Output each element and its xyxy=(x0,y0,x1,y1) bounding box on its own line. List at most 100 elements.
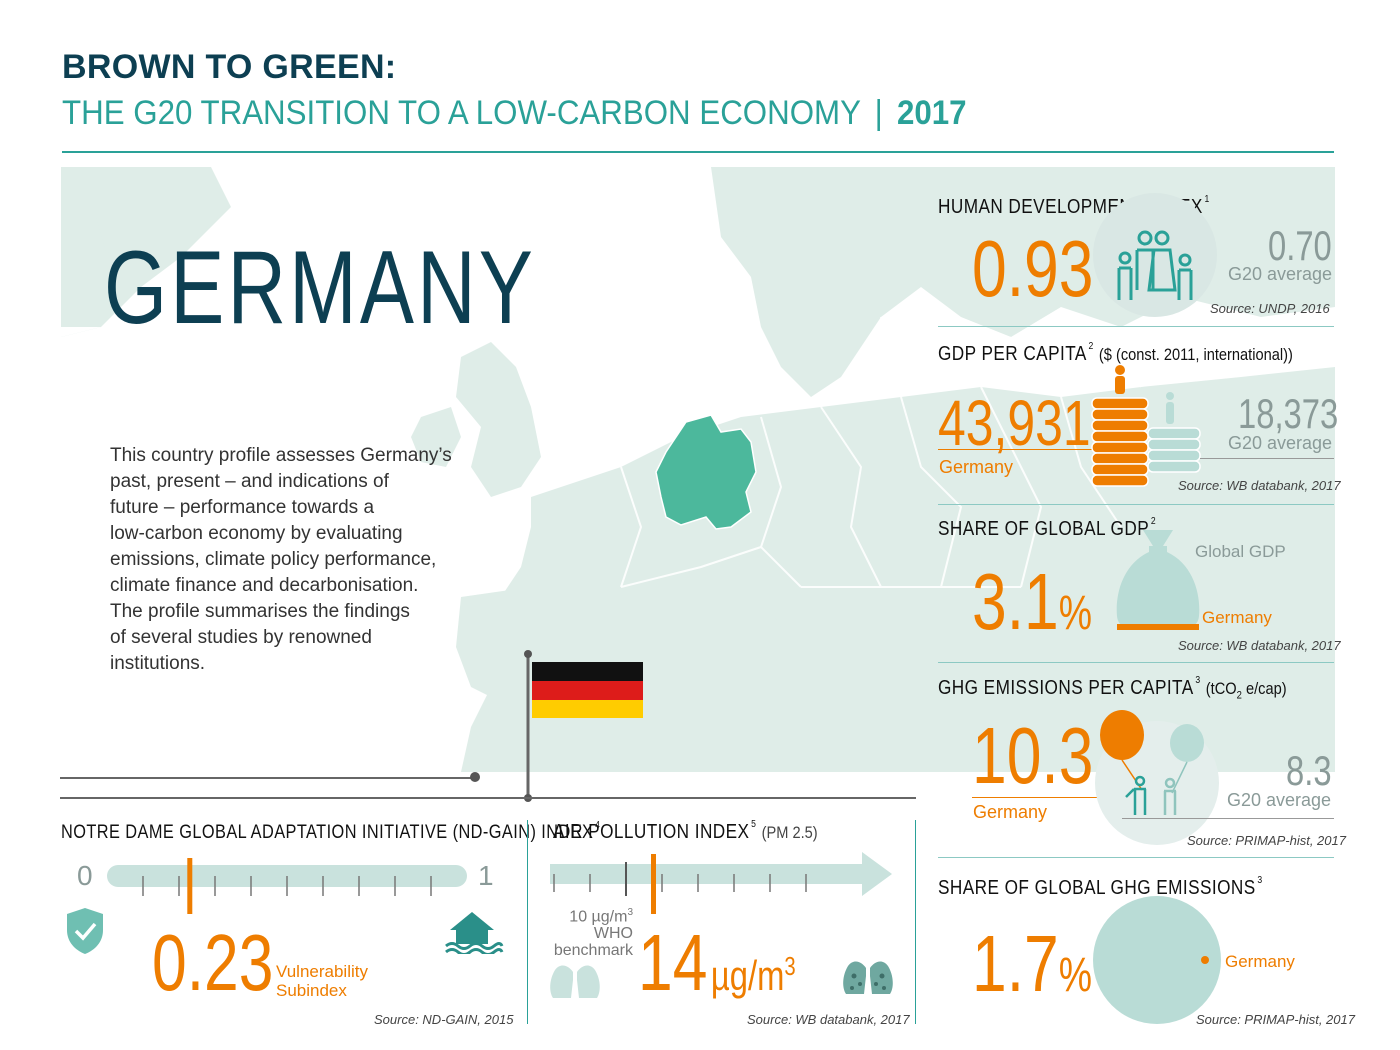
gdp-country-line xyxy=(938,449,1094,450)
gdp-unit: ($ (const. 2011, international)) xyxy=(1098,345,1293,364)
ghg-share-title: SHARE OF GLOBAL GHG EMISSIONS 3 xyxy=(938,875,1263,900)
ghg-capita-title: GHG EMISSIONS PER CAPITA 3 (tCO2 e/cap) xyxy=(938,675,1287,702)
air-unit: µg/m3 xyxy=(710,951,796,999)
country-description: This country profile assesses Germany’s … xyxy=(110,443,470,677)
air-value-row: 14 µg/m3 xyxy=(638,923,796,1003)
ghg-capita-source: Source: PRIMAP-hist, 2017 xyxy=(1187,833,1346,848)
air-source: Source: WB databank, 2017 xyxy=(747,1012,910,1027)
gdp-divider xyxy=(938,504,1334,505)
connector-line-lower xyxy=(60,797,916,799)
gdp-value: 43,931 xyxy=(938,387,1091,459)
ghg-capita-title-text: GHG EMISSIONS PER CAPITA xyxy=(938,677,1194,699)
air-title-text: AIR POLLUTION INDEX xyxy=(553,821,750,843)
ghg-share-circle-icon xyxy=(1093,896,1221,1024)
gdp-share-value-row: 3.1% xyxy=(972,562,1092,642)
description-line: future – performance towards a xyxy=(110,497,375,518)
coin-stack-icon xyxy=(1091,365,1201,487)
germany-flag-icon xyxy=(524,650,643,802)
gdp-share-title-text: SHARE OF GLOBAL GDP xyxy=(938,518,1150,540)
ndgain-source: Source: ND-GAIN, 2015 xyxy=(374,1012,514,1027)
ghg-capita-footnote: 3 xyxy=(1195,675,1201,686)
gdp-avg-label: G20 average xyxy=(1228,433,1333,453)
air-footnote: 5 xyxy=(751,819,757,830)
ghg-capita-unit: (tCO2 e/cap) xyxy=(1205,679,1287,702)
ghg-share-footnote: 3 xyxy=(1257,875,1263,886)
subtitle-separator: | xyxy=(874,94,883,132)
gdp-share-source: Source: WB databank, 2017 xyxy=(1178,638,1341,653)
description-line: past, present – and indications of xyxy=(110,471,389,492)
ghg-capita-avg-line xyxy=(1122,818,1334,819)
gdp-share-value: 3.1 xyxy=(972,557,1059,646)
connector-line-upper xyxy=(60,777,475,779)
ndgain-label-line1: Vulnerability xyxy=(276,962,368,981)
ghg-share-source: Source: PRIMAP-hist, 2017 xyxy=(1196,1012,1355,1027)
hdi-divider xyxy=(938,326,1334,327)
header-divider xyxy=(62,151,1334,153)
gdp-share-global-label: Global GDP xyxy=(1195,542,1286,561)
description-line: institutions. xyxy=(110,653,206,674)
ndgain-value: 0.23 xyxy=(152,918,274,1007)
description-line: low-carbon economy by evaluating xyxy=(110,523,403,544)
gdp-share-country-label: Germany xyxy=(1202,608,1272,627)
ghg-share-value-row: 1.7% xyxy=(972,924,1092,1004)
hdi-avg-label: G20 average xyxy=(1228,264,1333,284)
gdp-share-unit: % xyxy=(1058,587,1093,640)
description-line: This country profile assesses Germany’s xyxy=(110,445,452,466)
description-line: of several studies by renowned xyxy=(110,627,372,648)
gdp-share-footnote: 2 xyxy=(1150,516,1157,527)
gdp-share-title: SHARE OF GLOBAL GDP 2 xyxy=(938,516,1157,541)
gdp-country-label: Germany xyxy=(939,457,1014,477)
ndgain-footnote: 4 xyxy=(595,820,601,831)
air-benchmark-line2: WHO xyxy=(593,925,633,943)
air-subtitle: (PM 2.5) xyxy=(761,823,818,842)
money-bag-icon xyxy=(1116,530,1200,630)
description-line: climate finance and decarbonisation. xyxy=(110,575,419,596)
ndgain-scale-bar xyxy=(107,858,467,914)
polluted-lungs-icon xyxy=(843,952,893,994)
ghg-capita-country-label: Germany xyxy=(973,802,1048,822)
air-scale-arrow xyxy=(550,852,892,914)
gdp-source: Source: WB databank, 2017 xyxy=(1178,478,1341,493)
description-line: The profile summarises the findings xyxy=(110,601,410,622)
gdp-avg-value: 18,373 xyxy=(1238,390,1339,437)
gdp-footnote: 2 xyxy=(1088,341,1094,352)
hdi-source: Source: UNDP, 2016 xyxy=(1210,301,1330,316)
ghg-capita-divider xyxy=(938,857,1334,858)
report-title: BROWN TO GREEN: xyxy=(62,48,397,86)
ghg-share-unit: % xyxy=(1058,949,1093,1002)
air-benchmark-label: 10 µg/m3 WHO benchmark xyxy=(537,904,633,959)
ghg-capita-avg-label: G20 average xyxy=(1227,790,1332,810)
balloon-people-icon xyxy=(1095,710,1219,845)
ndgain-title-text: NOTRE DAME GLOBAL ADAPTATION INITIATIVE … xyxy=(61,822,594,843)
air-benchmark-value: 10 µg/m3 xyxy=(569,907,633,926)
gdp-title: GDP PER CAPITA 2 ($ (const. 2011, interna… xyxy=(938,341,1293,366)
ghg-capita-avg-value: 8.3 xyxy=(1286,747,1332,794)
bottom-separator-1 xyxy=(527,820,528,1024)
gdp-share-divider xyxy=(938,662,1334,663)
description-line: emissions, climate policy performance, xyxy=(110,549,437,570)
ghg-capita-value: 10.3 xyxy=(972,711,1094,800)
hdi-value: 0.93 xyxy=(972,224,1094,313)
germany-shape xyxy=(655,414,757,530)
ndgain-label-line2: Subindex xyxy=(276,981,347,1000)
hdi-avg-value: 0.70 xyxy=(1268,222,1332,269)
ghg-share-country-label: Germany xyxy=(1225,952,1295,971)
report-subtitle: THE G20 TRANSITION TO A LOW-CARBON ECONO… xyxy=(62,94,861,132)
air-benchmark-line3: benchmark xyxy=(553,942,633,960)
ghg-share-title-text: SHARE OF GLOBAL GHG EMISSIONS xyxy=(938,877,1256,899)
connector-dot xyxy=(470,772,480,782)
family-icon xyxy=(1093,193,1217,317)
ndgain-label: Vulnerability Subindex xyxy=(276,962,368,1000)
gdp-title-text: GDP PER CAPITA xyxy=(938,343,1087,365)
air-value: 14 xyxy=(638,918,708,1007)
shield-check-icon xyxy=(67,908,103,954)
lungs-outline-icon xyxy=(550,956,600,998)
report-subtitle-row: THE G20 TRANSITION TO A LOW-CARBON ECONO… xyxy=(62,94,967,133)
hdi-footnote: 1 xyxy=(1204,194,1210,205)
ndgain-scale-min: 0 xyxy=(77,860,93,891)
flood-house-icon xyxy=(445,912,504,954)
bottom-separator-2 xyxy=(915,820,916,1024)
ghg-capita-country-line xyxy=(972,797,1124,798)
gdp-avg-line xyxy=(1200,458,1334,459)
ndgain-scale-max: 1 xyxy=(478,860,494,891)
